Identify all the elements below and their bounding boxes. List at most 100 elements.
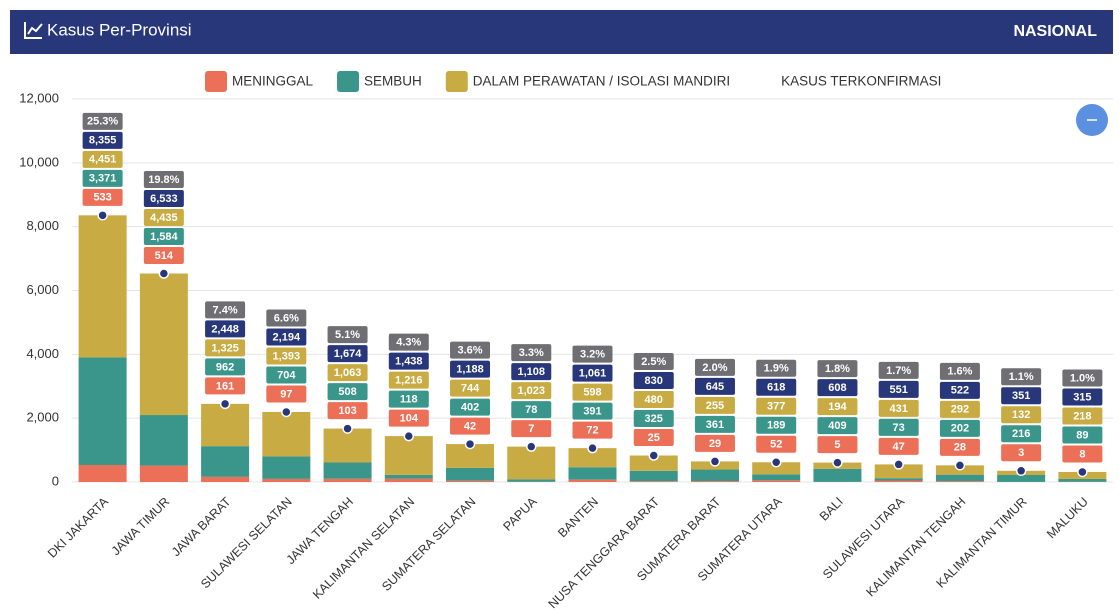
bar-segment <box>262 411 311 457</box>
value-label: 1,108 <box>517 366 545 378</box>
value-label: 2,448 <box>211 323 239 335</box>
bar-segment <box>874 478 923 481</box>
value-label: 508 <box>338 386 356 398</box>
bar-segment <box>1058 478 1107 482</box>
point <box>893 459 904 470</box>
bar-segment <box>201 403 250 447</box>
value-label: 4,451 <box>89 154 117 166</box>
bar-segment <box>752 474 801 481</box>
x-tick-label: DKI JAKARTA <box>45 494 112 561</box>
point <box>464 438 476 450</box>
value-label: 618 <box>767 382 785 394</box>
value-label-box <box>388 409 429 427</box>
bar-segment <box>690 469 739 482</box>
value-label-box <box>939 381 980 399</box>
point <box>1015 465 1027 477</box>
bar-segment <box>935 474 984 482</box>
value-label-box <box>878 380 919 398</box>
bar-segment <box>384 474 433 479</box>
value-label-box <box>694 358 735 376</box>
value-label-box <box>450 360 491 378</box>
bar-segment <box>384 436 433 475</box>
y-tick-label: 0 <box>52 473 59 488</box>
point <box>158 268 170 279</box>
region-label[interactable]: NASIONAL <box>1013 23 1097 40</box>
value-label-box <box>143 246 184 264</box>
value-label: 216 <box>1012 428 1030 440</box>
value-label: 962 <box>216 361 234 373</box>
value-label: 8,355 <box>89 135 117 147</box>
value-label: 292 <box>951 404 969 416</box>
value-label-box <box>511 363 552 381</box>
y-tick-label: 2,000 <box>26 410 59 425</box>
bar-segment <box>262 456 311 479</box>
value-label-box <box>633 410 674 428</box>
value-label: 78 <box>525 404 537 416</box>
value-label: 194 <box>828 401 847 413</box>
value-label: 645 <box>706 381 724 393</box>
value-label-box <box>143 189 184 207</box>
value-label: 1.6% <box>947 366 972 378</box>
value-label-box <box>633 391 674 409</box>
bar-segment <box>446 480 495 482</box>
value-label: 1.0% <box>1070 372 1095 384</box>
legend-label: MENINGGAL <box>232 74 314 89</box>
value-label-box <box>143 208 184 226</box>
x-tick-label: KALIMANTAN TENGAH <box>864 495 969 600</box>
bar-segment <box>323 478 372 482</box>
value-label-box <box>878 399 919 417</box>
value-label: 522 <box>951 385 969 397</box>
value-label: 189 <box>767 420 785 432</box>
value-label: 431 <box>889 403 907 415</box>
value-label-box <box>450 379 491 397</box>
point <box>219 398 231 410</box>
value-label-box <box>939 400 980 418</box>
value-label: 7.4% <box>213 304 238 316</box>
value-label-box <box>756 435 797 453</box>
bar-segment <box>690 481 739 482</box>
value-label-box <box>388 333 429 351</box>
bar-segment <box>262 478 311 482</box>
value-label-box <box>327 364 368 382</box>
value-label-box <box>327 345 368 363</box>
value-label-box <box>1062 445 1103 463</box>
value-label: 97 <box>280 388 292 400</box>
value-label-box <box>266 385 307 403</box>
value-label-box <box>633 372 674 390</box>
value-label: 42 <box>464 420 476 432</box>
value-label-box <box>1001 406 1042 424</box>
value-label-box <box>878 437 919 455</box>
value-label: 514 <box>155 250 174 262</box>
value-label: 132 <box>1012 409 1030 421</box>
value-label-box <box>939 419 980 437</box>
bar-segment <box>323 428 372 463</box>
bar-segment <box>446 444 495 468</box>
x-tick-label: JAWA BARAT <box>169 494 234 559</box>
value-label: 325 <box>645 413 663 425</box>
value-label: 1,438 <box>395 356 423 368</box>
value-label-box <box>572 421 613 439</box>
bar-segment <box>629 481 678 482</box>
value-label: 551 <box>889 384 907 396</box>
value-label-box <box>817 379 858 397</box>
point <box>587 442 598 454</box>
y-tick-label: 6,000 <box>26 282 59 297</box>
value-label: 72 <box>586 425 598 437</box>
point <box>648 450 659 461</box>
value-label-box <box>205 358 246 376</box>
value-label-box <box>205 320 246 338</box>
value-label: 351 <box>1012 390 1030 402</box>
bar-segment <box>384 478 433 482</box>
value-label: 1.1% <box>1009 371 1034 383</box>
value-label-box <box>143 227 184 245</box>
value-label: 1,216 <box>395 375 423 387</box>
y-tick-label: 8,000 <box>26 218 59 233</box>
value-label-box <box>511 420 552 438</box>
value-label: 608 <box>828 382 846 394</box>
y-tick-label: 10,000 <box>19 154 59 169</box>
value-label-box <box>1001 425 1042 443</box>
value-label: 1,023 <box>517 385 545 397</box>
value-label: 103 <box>338 405 356 417</box>
collapse-button[interactable] <box>1076 104 1108 136</box>
value-label-box <box>266 366 307 384</box>
